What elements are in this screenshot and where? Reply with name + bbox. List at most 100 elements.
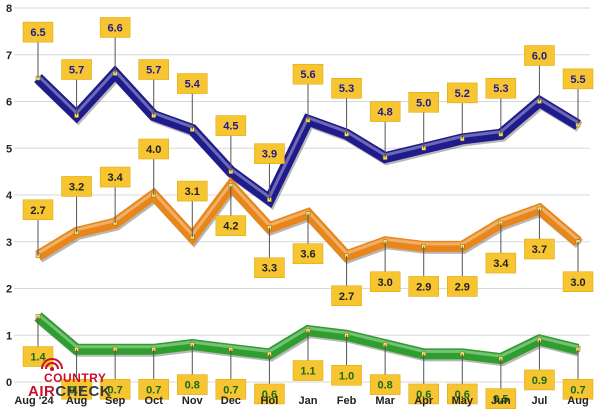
data-label: 5.3 <box>331 77 362 135</box>
data-label: 5.5 <box>562 68 594 125</box>
label-box <box>562 68 594 90</box>
data-label: 4.5 <box>215 115 247 172</box>
data-label: 6.6 <box>99 17 131 74</box>
label-box <box>562 379 594 400</box>
label-text: 0.7 <box>107 384 122 396</box>
data-label: 3.2 <box>61 176 92 233</box>
label-text: 5.7 <box>69 65 84 77</box>
label-box <box>22 199 54 221</box>
label-text: 6.0 <box>532 51 547 63</box>
label-text: 0.8 <box>377 380 392 392</box>
label-text: 0.7 <box>146 384 161 396</box>
label-box <box>99 379 131 400</box>
x-tick-label: Sep <box>105 395 125 407</box>
series-line-highlight <box>37 312 579 358</box>
label-box <box>215 379 247 400</box>
label-box <box>524 238 555 260</box>
label-box <box>447 276 478 297</box>
data-label: 2.7 <box>22 199 54 256</box>
label-box <box>177 374 208 395</box>
label-box <box>408 276 439 297</box>
logo-main-text: AIRCHECK <box>28 383 111 400</box>
x-tick-label: Oct <box>145 395 164 407</box>
data-label: 0.7 <box>61 349 92 400</box>
data-label: 3.1 <box>177 180 208 238</box>
logo-check: CHECK <box>55 383 111 400</box>
label-box <box>408 92 439 113</box>
y-tick-label: 2 <box>6 284 12 296</box>
label-text: 6.6 <box>107 22 122 34</box>
label-text: 6.5 <box>30 27 45 39</box>
label-text: 3.4 <box>493 258 509 270</box>
data-label: 4.8 <box>369 101 401 158</box>
series-line-highlight <box>37 180 579 256</box>
label-text: 2.7 <box>30 205 45 217</box>
label-box <box>177 180 208 202</box>
label-text: 0.6 <box>416 389 431 401</box>
label-text: 0.7 <box>69 384 84 396</box>
x-tick-label: Dec <box>221 395 241 407</box>
x-tick-label: Apr <box>414 395 434 407</box>
label-text: 3.2 <box>69 181 84 193</box>
x-tick-label: Aug <box>66 395 87 407</box>
data-label: 0.6 <box>408 353 439 405</box>
data-label: 2.9 <box>447 246 478 297</box>
data-label: 1.1 <box>292 330 324 381</box>
data-label: 2.9 <box>408 246 439 297</box>
data-label: 0.8 <box>177 344 208 395</box>
label-box <box>61 59 92 80</box>
x-tick-label: Hol <box>261 395 279 407</box>
label-box <box>524 45 555 66</box>
label-box <box>22 21 54 43</box>
x-tick-label: Jul <box>531 395 547 407</box>
signal-icon <box>41 358 63 371</box>
label-box <box>138 138 169 160</box>
label-text: 0.6 <box>262 389 277 401</box>
label-box <box>61 176 92 197</box>
data-label: 5.4 <box>177 73 208 130</box>
y-tick-label: 4 <box>6 190 13 202</box>
label-text: 1.0 <box>339 370 354 382</box>
label-text: 3.0 <box>377 277 392 289</box>
label-text: 1.4 <box>30 352 46 364</box>
label-text: 2.9 <box>455 281 470 293</box>
y-tick-label: 6 <box>6 97 12 109</box>
data-label: 0.7 <box>562 349 594 400</box>
y-tick-label: 7 <box>6 50 12 62</box>
data-label: 3.9 <box>254 143 285 200</box>
data-label: 0.9 <box>524 339 555 391</box>
data-label: 5.7 <box>138 59 169 116</box>
y-tick-label: 8 <box>6 3 12 15</box>
data-label: 3.0 <box>562 241 594 292</box>
y-tick-label: 3 <box>6 237 12 249</box>
x-tick-label: Jan <box>299 395 318 407</box>
label-text: 0.6 <box>455 389 470 401</box>
data-label: 0.6 <box>254 353 285 405</box>
data-label: 6.5 <box>22 21 54 79</box>
data-label: 0.7 <box>215 349 247 400</box>
data-label: 5.6 <box>292 63 324 121</box>
label-text: 4.2 <box>223 221 238 233</box>
label-text: 5.3 <box>339 83 354 95</box>
label-text: 3.1 <box>185 186 200 198</box>
x-tick-label: May <box>452 395 474 407</box>
label-box <box>562 271 594 292</box>
country-aircheck-logo: COUNTRY AIRCHECK <box>28 358 111 400</box>
y-tick-label: 0 <box>6 377 12 389</box>
data-label: 3.6 <box>292 213 324 264</box>
label-box <box>524 369 555 391</box>
data-label: 3.4 <box>99 166 131 224</box>
label-box <box>408 383 439 405</box>
label-box <box>292 360 324 381</box>
data-label: 0.7 <box>138 349 169 400</box>
label-text: 4.5 <box>223 121 238 133</box>
data-label: 6.0 <box>524 45 555 102</box>
data-label: 3.7 <box>524 209 555 260</box>
label-text: 3.6 <box>300 249 315 261</box>
label-text: 0.9 <box>532 375 547 387</box>
label-box <box>447 383 478 405</box>
label-text: 5.2 <box>455 88 470 100</box>
label-box <box>254 143 285 164</box>
